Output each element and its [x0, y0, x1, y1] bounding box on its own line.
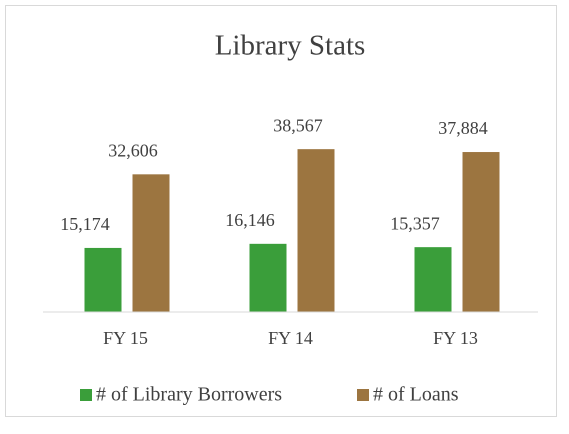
bar: [297, 149, 335, 312]
x-tick-label: FY 14: [268, 328, 313, 348]
bar: [249, 243, 287, 312]
chart-title: Library Stats: [215, 30, 366, 62]
legend-swatch: [357, 389, 369, 401]
legend-swatch: [80, 389, 92, 401]
bar: [132, 174, 170, 312]
bar: [414, 247, 452, 312]
data-label: 32,606: [108, 140, 158, 160]
data-label: 15,357: [390, 213, 440, 233]
data-label: 16,146: [225, 210, 275, 230]
data-label: 15,174: [60, 214, 110, 234]
data-label: 38,567: [273, 115, 323, 135]
legend-label: # of Library Borrowers: [96, 384, 282, 406]
x-tick-label: FY 15: [103, 328, 148, 348]
bar: [84, 247, 122, 312]
legend-label: # of Loans: [373, 384, 459, 406]
x-tick-label: FY 13: [433, 328, 478, 348]
data-label: 37,884: [438, 118, 488, 138]
bar: [462, 152, 500, 312]
